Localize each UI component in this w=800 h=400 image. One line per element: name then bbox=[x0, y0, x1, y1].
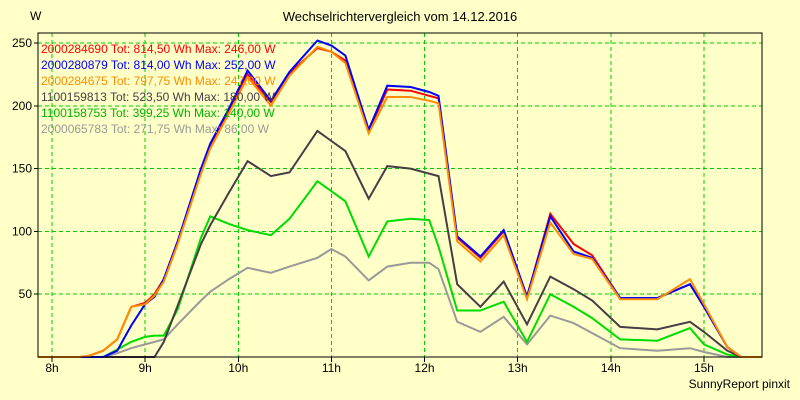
series-line-1100159813 bbox=[38, 129, 762, 358]
x-tick-label-14: 14h bbox=[601, 361, 621, 375]
x-tick-label-10: 10h bbox=[228, 361, 248, 375]
y-axis-unit-label: W bbox=[30, 9, 42, 23]
y-tick-label-150: 150 bbox=[12, 162, 32, 176]
series-line-2000065783 bbox=[38, 247, 762, 358]
legend-entry-2000280879: 2000280879 Tot: 814,00 Wh Max: 252,00 W bbox=[41, 58, 276, 72]
x-tick-label-8: 8h bbox=[45, 361, 58, 375]
x-tick-label-9: 9h bbox=[138, 361, 151, 375]
legend-entry-2000065783: 2000065783 Tot: 271,75 Wh Max: 86,00 W bbox=[41, 122, 269, 136]
series-line-2000284675 bbox=[38, 45, 762, 358]
x-tick-label-11: 11h bbox=[322, 361, 341, 375]
y-tick-label-50: 50 bbox=[19, 287, 33, 301]
legend-entry-1100158753: 1100158753 Tot: 399,25 Wh Max: 140,00 W bbox=[41, 106, 275, 120]
chart-legend: 2000284690 Tot: 814,50 Wh Max: 246,00 W 2… bbox=[41, 41, 276, 137]
credit-text: SunnyReport pinxit bbox=[688, 377, 790, 391]
legend-entry-2000284675: 2000284675 Tot: 797,75 Wh Max: 247,00 W bbox=[41, 74, 276, 88]
x-tick-label-15: 15h bbox=[694, 361, 714, 375]
series-line-1100158753 bbox=[38, 179, 762, 358]
legend-entry-1100159813: 1100159813 Tot: 523,50 Wh Max: 180,00 W bbox=[41, 90, 275, 104]
y-tick-label-100: 100 bbox=[12, 224, 32, 238]
x-tick-label-13: 13h bbox=[508, 361, 528, 375]
legend-entry-2000284690: 2000284690 Tot: 814,50 Wh Max: 246,00 W bbox=[41, 42, 276, 56]
page-title: Wechselrichtervergleich vom 14.12.2016 bbox=[282, 9, 518, 24]
y-tick-label-200: 200 bbox=[12, 99, 32, 113]
x-tick-label-12: 12h bbox=[415, 361, 435, 375]
y-tick-label-250: 250 bbox=[12, 36, 32, 50]
plot-border bbox=[37, 32, 763, 358]
